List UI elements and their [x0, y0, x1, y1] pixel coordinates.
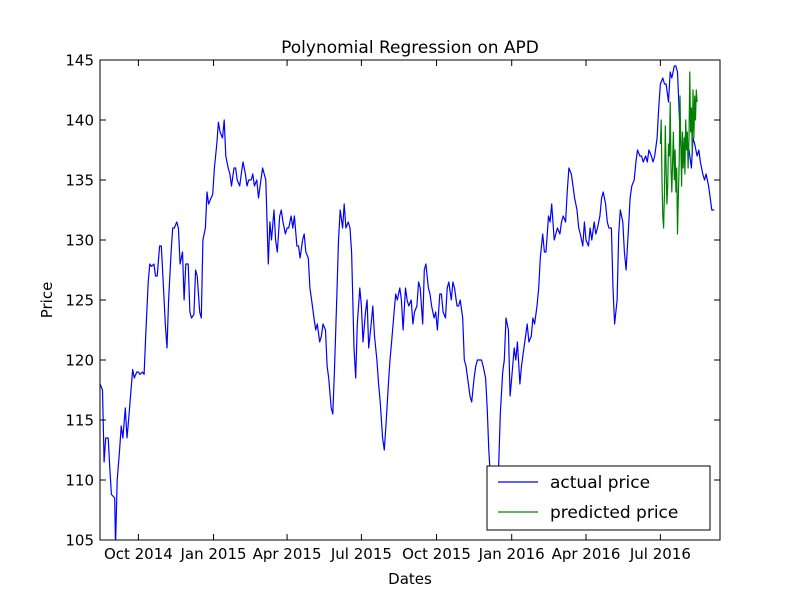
series-line-actual	[100, 65, 715, 540]
x-tick-label: Oct 2015	[402, 545, 471, 563]
x-tick-label: Oct 2014	[104, 545, 173, 563]
legend: actual price predicted price	[486, 465, 711, 531]
series-line-predicted	[659, 71, 698, 235]
series-layer	[100, 65, 715, 540]
x-tick-label: Jan 2016	[478, 545, 545, 563]
y-tick-label: 110	[65, 472, 94, 490]
chart-title: Polynomial Regression on APD	[281, 38, 539, 58]
x-tick-label: Jul 2015	[330, 545, 392, 563]
x-tick-label: Jan 2015	[180, 545, 247, 563]
y-tick-label: 105	[65, 532, 94, 550]
y-tick-label: 120	[65, 352, 94, 370]
x-axis-ticks: Oct 2014 Jan 2015 Apr 2015 Jul 2015 Oct 2015…	[104, 60, 691, 563]
x-tick-label: Apr 2015	[253, 545, 322, 563]
legend-label-actual: actual price	[550, 473, 650, 493]
y-tick-label: 135	[65, 172, 94, 190]
y-tick-label: 115	[65, 412, 94, 430]
legend-box	[486, 465, 711, 531]
y-axis-label: Price	[38, 282, 56, 319]
y-tick-label: 130	[65, 232, 94, 250]
legend-label-predicted: predicted price	[550, 503, 678, 523]
y-axis-ticks: 105 110 115 120 125 130 135 140 145	[65, 52, 720, 550]
x-tick-label: Jul 2016	[629, 545, 691, 563]
y-tick-label: 125	[65, 292, 94, 310]
y-tick-label: 145	[65, 52, 94, 70]
y-tick-label: 140	[65, 112, 94, 130]
x-axis-label: Dates	[388, 570, 432, 588]
x-tick-label: Apr 2016	[552, 545, 621, 563]
